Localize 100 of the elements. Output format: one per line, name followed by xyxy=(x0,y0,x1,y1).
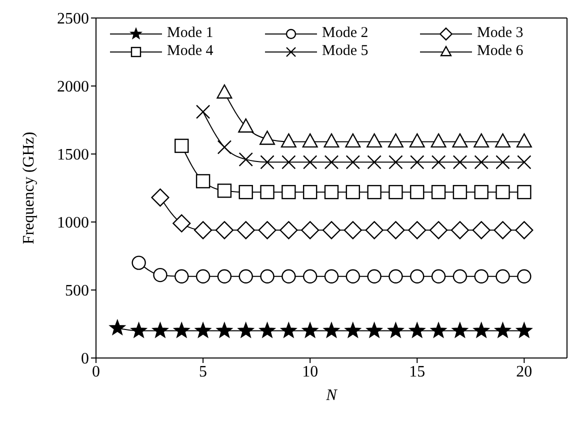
x-tick-label: 15 xyxy=(409,363,426,380)
legend-label: Mode 6 xyxy=(477,43,524,60)
x-tick-label: 10 xyxy=(302,363,318,380)
point xyxy=(494,221,512,240)
point xyxy=(452,184,468,200)
point xyxy=(473,322,490,338)
point xyxy=(196,174,210,188)
point xyxy=(260,184,274,200)
point xyxy=(496,184,510,200)
point xyxy=(367,184,382,200)
point xyxy=(322,221,341,240)
point xyxy=(366,133,382,148)
point xyxy=(388,322,404,338)
point xyxy=(215,221,234,240)
point xyxy=(302,133,318,148)
point xyxy=(345,133,361,148)
point xyxy=(452,269,468,284)
point xyxy=(280,322,297,338)
point xyxy=(324,269,339,284)
point xyxy=(174,138,189,153)
point xyxy=(153,268,168,282)
legend-label: Mode 4 xyxy=(167,43,214,60)
point xyxy=(409,322,426,338)
point xyxy=(260,130,276,145)
point xyxy=(516,322,532,338)
y-tick-label: 2500 xyxy=(57,10,89,28)
point xyxy=(452,155,468,170)
point xyxy=(324,155,339,170)
legend-label: Mode 5 xyxy=(322,43,368,60)
legend-label: Mode 1 xyxy=(167,25,214,42)
legend-label: Mode 3 xyxy=(477,25,524,42)
point xyxy=(280,133,296,148)
x-tick-label: 5 xyxy=(199,363,208,380)
point xyxy=(431,184,446,200)
point xyxy=(109,320,126,335)
point xyxy=(130,322,147,338)
point xyxy=(194,221,212,240)
point xyxy=(517,269,532,284)
point xyxy=(282,269,296,284)
point xyxy=(196,104,210,119)
point xyxy=(388,133,404,148)
point xyxy=(515,221,534,240)
point xyxy=(474,184,488,200)
point xyxy=(410,269,424,284)
point xyxy=(452,322,468,338)
point xyxy=(430,322,446,338)
point xyxy=(259,322,276,338)
point xyxy=(196,269,210,284)
point xyxy=(450,221,470,240)
point xyxy=(324,184,339,200)
point xyxy=(258,221,276,240)
point xyxy=(388,155,403,170)
y-tick-label: 0 xyxy=(81,350,89,368)
point xyxy=(324,133,340,148)
point xyxy=(494,322,511,338)
point xyxy=(216,84,232,99)
point xyxy=(367,155,382,170)
point xyxy=(282,155,296,170)
point xyxy=(472,221,490,240)
point xyxy=(496,269,510,284)
point xyxy=(217,184,232,198)
point xyxy=(495,133,511,148)
point xyxy=(431,155,446,170)
point xyxy=(410,155,424,170)
point xyxy=(388,269,403,284)
point xyxy=(474,269,488,284)
point xyxy=(260,155,274,170)
point xyxy=(217,140,232,154)
y-tick-label: 500 xyxy=(65,282,89,300)
point xyxy=(195,322,211,338)
point xyxy=(409,133,425,148)
point xyxy=(260,269,274,284)
point xyxy=(302,269,318,284)
y-tick-label: 1000 xyxy=(57,214,89,232)
point xyxy=(344,322,361,338)
point xyxy=(302,155,318,170)
point xyxy=(302,322,318,338)
point xyxy=(496,155,510,170)
point xyxy=(344,221,362,240)
point xyxy=(151,188,170,207)
y-axis-title: Frequency (GHz) xyxy=(20,132,38,244)
point xyxy=(516,133,532,148)
point xyxy=(236,221,255,240)
point xyxy=(346,184,360,200)
point xyxy=(346,155,360,170)
point xyxy=(367,269,382,284)
x-tick-label: 20 xyxy=(516,363,532,380)
point xyxy=(517,155,532,170)
point xyxy=(324,322,340,338)
point xyxy=(365,221,384,240)
point xyxy=(238,152,253,167)
y-tick-label: 2000 xyxy=(57,78,89,96)
point xyxy=(174,322,190,338)
point xyxy=(238,184,253,200)
point xyxy=(431,269,446,284)
point xyxy=(132,256,146,270)
point xyxy=(172,214,191,232)
legend-label: Mode 2 xyxy=(322,25,368,42)
point xyxy=(517,184,532,200)
point xyxy=(410,184,424,200)
